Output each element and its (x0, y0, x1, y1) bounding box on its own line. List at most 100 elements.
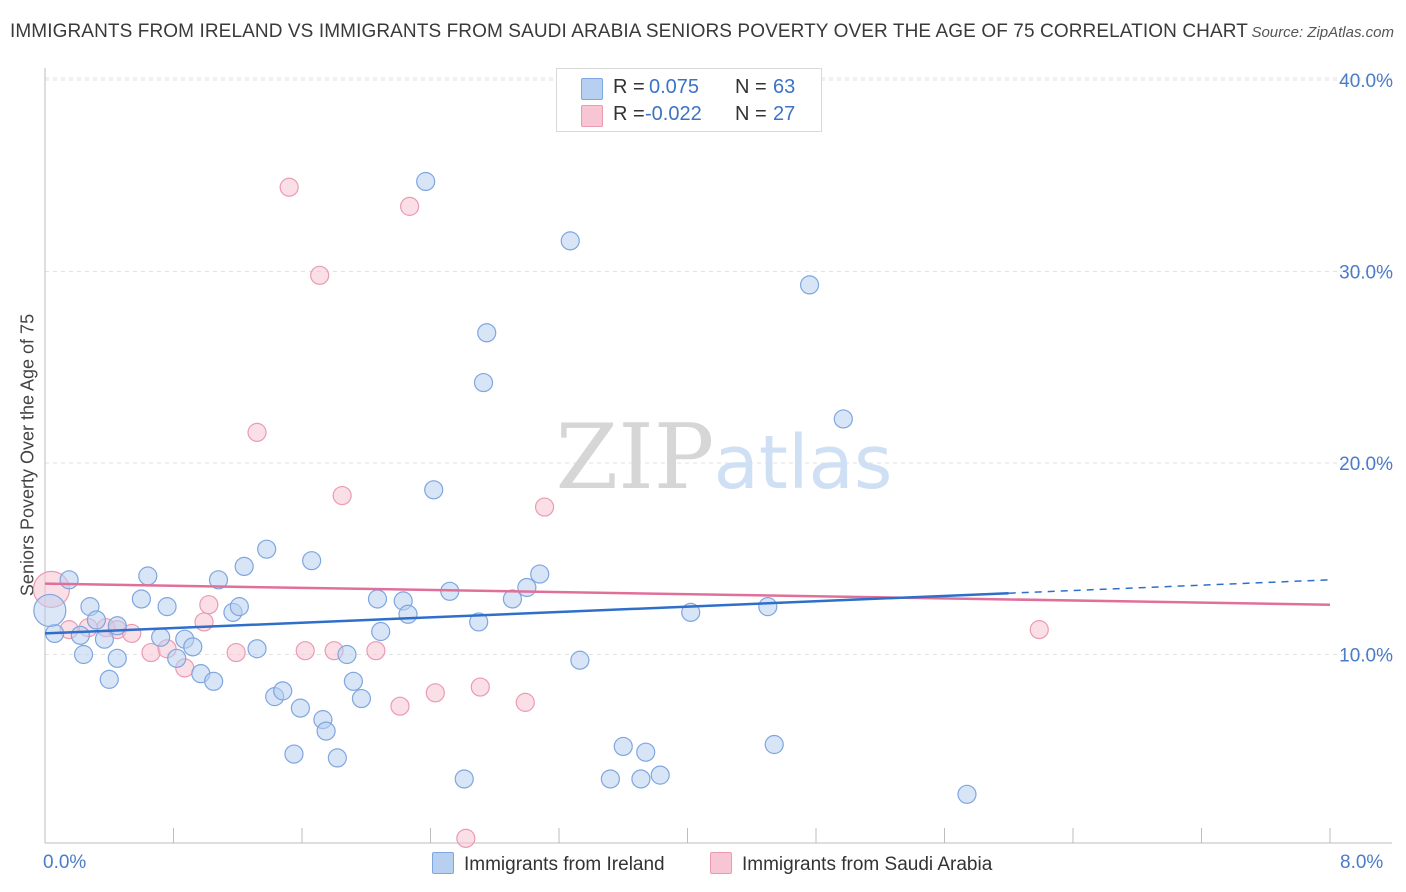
legend-n-value: 27 (773, 103, 796, 125)
data-point (371, 621, 391, 642)
bottom-legend-saudi: Immigrants from Saudi Arabia (710, 852, 992, 876)
data-point (416, 171, 436, 192)
data-point (351, 688, 372, 709)
axes (44, 68, 1392, 844)
watermark-zip: ZIP (556, 405, 715, 510)
data-point (758, 597, 778, 617)
data-point (469, 612, 489, 632)
trend-lines (44, 579, 1331, 635)
data-point (273, 681, 293, 701)
legend-r-label: R = (613, 76, 645, 98)
legend-r-value: 0.075 (649, 76, 700, 98)
data-point (141, 642, 161, 663)
data-point-large (33, 593, 67, 628)
data-point (560, 231, 580, 251)
data-point (310, 265, 330, 285)
data-point (650, 765, 670, 785)
bottom-legend-ireland: Immigrants from Ireland (432, 852, 665, 876)
data-point (199, 595, 219, 615)
data-point (226, 642, 246, 663)
data-point (247, 639, 267, 659)
data-point (70, 625, 90, 645)
bottom-legend-label-saudi: Immigrants from Saudi Arabia (742, 854, 993, 875)
data-point (764, 734, 784, 755)
legend-n-value: 63 (773, 76, 796, 98)
data-point (425, 683, 445, 703)
y-tick-label: 20.0% (1339, 454, 1393, 475)
data-point (327, 748, 347, 768)
data-point (470, 677, 490, 697)
data-point (454, 769, 474, 789)
data-point (570, 650, 590, 670)
data-point (138, 566, 158, 586)
data-point (337, 644, 357, 665)
data-point (316, 721, 336, 741)
data-point (1029, 620, 1049, 640)
data-point (473, 372, 494, 393)
data-point (208, 570, 229, 590)
data-point (279, 177, 299, 197)
data-point (957, 784, 977, 804)
bottom-legend-label-ireland: Immigrants from Ireland (464, 854, 665, 875)
data-point (167, 648, 187, 668)
data-point (398, 604, 418, 624)
x-min-label: 0.0% (43, 852, 87, 873)
data-point (99, 669, 119, 689)
y-tick-label: 30.0% (1339, 263, 1393, 284)
data-point (247, 422, 267, 442)
data-point (332, 485, 352, 506)
source-credit: Source: ZipAtlas.com (1251, 24, 1394, 41)
data-point (234, 556, 254, 577)
data-point (517, 577, 537, 598)
data-point (284, 744, 304, 764)
data-point (390, 696, 410, 716)
data-point (183, 637, 203, 657)
data-point (477, 323, 497, 343)
data-point (59, 570, 79, 590)
data-point (343, 671, 363, 691)
legend-row-ireland: R = 0.075 N = 63 (557, 74, 821, 102)
bottom-legend-swatch-ireland (432, 852, 454, 874)
correlation-legend: R = 0.075 N = 63 R = -0.022 N = 27 (556, 68, 822, 132)
data-point (107, 648, 127, 668)
data-point (600, 769, 621, 789)
data-point (424, 480, 444, 500)
data-point (157, 597, 177, 617)
trend-line-saudi (44, 582, 1331, 606)
data-point (400, 196, 420, 216)
data-point (94, 629, 115, 649)
chart-title: IMMIGRANTS FROM IRELAND VS IMMIGRANTS FR… (10, 21, 1248, 42)
data-point (502, 589, 523, 609)
data-point (530, 564, 550, 584)
legend-swatch-ireland (581, 78, 603, 100)
data-point (151, 627, 171, 647)
data-point (290, 698, 310, 718)
data-point (456, 828, 476, 848)
data-point (257, 539, 277, 559)
data-point (631, 769, 651, 789)
series-ireland-points (33, 171, 977, 804)
data-point (833, 409, 853, 429)
y-tick-label: 40.0% (1339, 71, 1393, 92)
data-point (534, 497, 555, 517)
data-point (107, 616, 127, 636)
data-point (86, 610, 107, 630)
legend-row-saudi: R = -0.022 N = 27 (557, 101, 821, 129)
data-point (367, 589, 388, 609)
data-point (131, 589, 151, 609)
x-max-label: 8.0% (1340, 852, 1384, 873)
series-saudi-points (32, 177, 1049, 848)
data-point (366, 641, 386, 661)
y-tick-labels: 10.0% 20.0% 30.0% 40.0% (1339, 71, 1393, 667)
data-point (799, 275, 820, 295)
trend-line-ireland (44, 591, 1009, 635)
legend-r-label: R = (613, 103, 645, 125)
legend-n-label: N = (735, 76, 767, 98)
legend-n-label: N = (735, 103, 767, 125)
data-point (73, 644, 94, 665)
trend-line-ireland-extension (1008, 579, 1331, 594)
watermark-atlas: atlas (714, 420, 893, 506)
bottom-legend-swatch-saudi (710, 852, 732, 874)
data-point (613, 736, 633, 757)
